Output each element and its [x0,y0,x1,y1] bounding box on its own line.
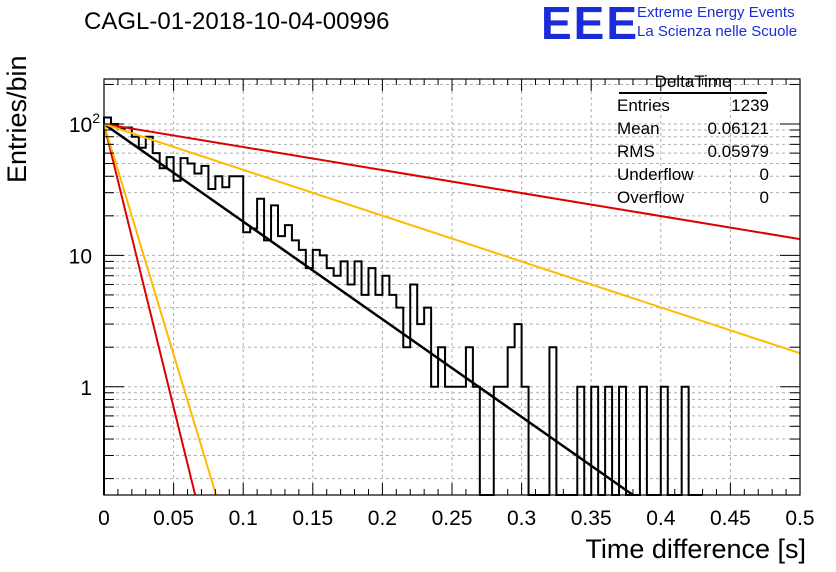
stats-label: Entries [617,96,670,115]
chart-title: CAGL-01-2018-10-04-00996 [84,8,390,35]
fit-line [103,122,634,497]
y-tick-label: 1 [80,377,92,400]
x-tick-label: 0.15 [292,507,333,530]
stats-title: DeltaTime [619,72,767,94]
y-axis-label: Entries/bin [2,55,32,183]
stats-row: Overflow 0 [607,186,779,209]
x-tick-label: 0.05 [153,507,194,530]
stats-value: 0.06121 [707,119,769,138]
x-tick-label: 0.4 [646,507,676,530]
x-tick-label: 0.35 [571,507,612,530]
stats-row: Underflow 0 [607,163,779,186]
limit-line [103,123,801,355]
limit-line [103,123,197,496]
limit-line [103,123,801,241]
stats-label: Overflow [617,188,685,207]
stats-label: RMS [617,142,655,161]
stats-box: DeltaTime Entries 1239 Mean 0.06121 RMS … [607,72,779,209]
logo-line-2: La Scienza nelle Scuole [637,23,798,40]
limit-line [103,123,218,496]
stats-label: Mean [617,119,660,138]
histogram-series [103,116,703,496]
stats-label: Underflow [617,165,694,184]
x-tick-label: 0.5 [785,507,814,530]
x-tick-label: 0.25 [432,507,473,530]
x-tick-label: 0.1 [229,507,258,530]
x-axis-label: Time difference [s] [585,534,806,564]
logo-line-1: Extreme Energy Events [637,4,795,21]
x-tick-label: 0 [98,507,110,530]
x-tick-label: 0.3 [507,507,536,530]
y-tick-label: 10 [69,245,92,268]
stats-value: 0 [759,165,769,184]
stats-row: Entries 1239 [607,94,779,117]
stats-value: 0 [759,188,769,207]
stats-row: Mean 0.06121 [607,117,779,140]
x-tick-label: 0.45 [710,507,751,530]
eee-logo: EEE [541,0,640,49]
y-tick-label: 102 [69,110,100,137]
stats-value: 0.05979 [707,142,769,161]
x-tick-label: 0.2 [368,507,397,530]
stats-row: RMS 0.05979 [607,140,779,163]
stats-value: 1239 [731,96,769,115]
